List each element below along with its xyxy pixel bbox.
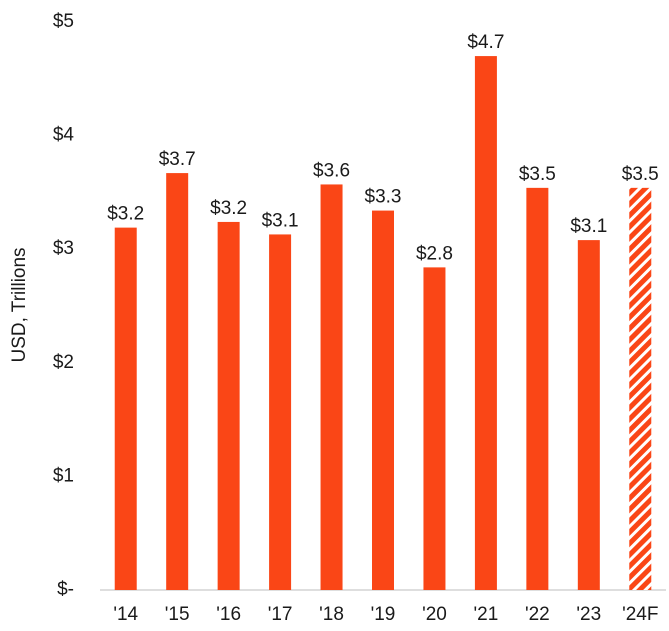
value-label: $2.8	[416, 243, 453, 264]
x-tick-label: '20	[422, 604, 447, 625]
value-label: $4.7	[467, 32, 504, 53]
value-label: $3.7	[159, 149, 196, 170]
y-tick-label: $-	[57, 579, 74, 600]
y-tick-label: $2	[53, 352, 74, 373]
bar	[166, 173, 189, 590]
bar	[629, 187, 652, 590]
x-tick-label: '17	[268, 604, 293, 625]
x-tick-label: '19	[371, 604, 396, 625]
x-tick-label: '23	[576, 604, 601, 625]
y-axis-label: USD, Trillions	[9, 247, 30, 362]
bar	[372, 210, 394, 591]
x-tick-label: '14	[113, 604, 138, 625]
bar	[526, 187, 549, 590]
value-label: $3.1	[570, 216, 607, 237]
value-label: $3.2	[210, 198, 247, 219]
value-label: $3.6	[313, 160, 350, 181]
x-tick-label: '24F	[622, 604, 658, 625]
x-tick-label: '18	[319, 604, 344, 625]
value-label: $3.2	[107, 204, 144, 225]
y-tick-label: $4	[53, 125, 75, 146]
value-label: $3.5	[519, 164, 556, 185]
bar	[269, 234, 292, 590]
x-tick-label: '16	[216, 604, 241, 625]
value-label: $3.5	[622, 164, 659, 185]
value-label: $3.3	[365, 187, 402, 208]
bar	[474, 56, 497, 590]
y-tick-label: $1	[53, 465, 74, 486]
bar	[320, 184, 343, 590]
bar	[217, 221, 240, 590]
bar	[114, 227, 137, 590]
bar	[577, 240, 600, 590]
x-tick-label: '22	[525, 604, 550, 625]
y-tick-label: $3	[53, 238, 74, 259]
bar	[423, 267, 446, 590]
y-tick-label: $5	[53, 11, 74, 32]
value-label: $3.1	[262, 210, 299, 231]
x-tick-label: '15	[165, 604, 190, 625]
x-tick-label: '21	[474, 604, 499, 625]
